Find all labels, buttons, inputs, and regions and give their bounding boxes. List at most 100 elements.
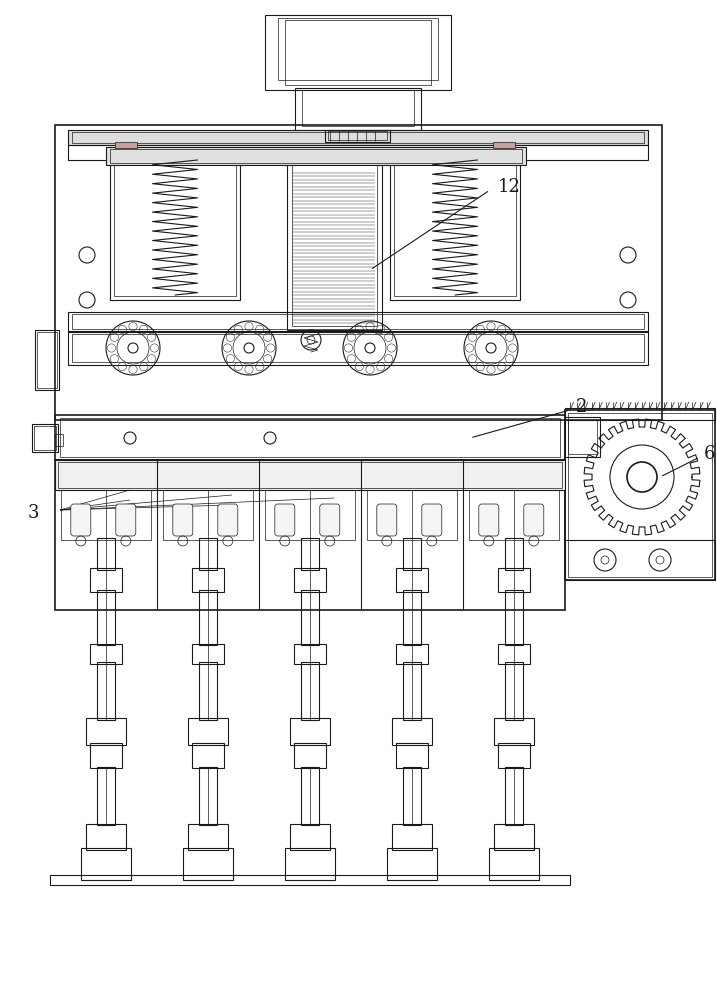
Bar [505,767,523,825]
Bar [68,312,648,332]
Bar [392,824,432,850]
Bar [81,848,131,880]
Bar [114,162,236,296]
FancyBboxPatch shape [320,504,340,536]
Bar [110,160,240,300]
Bar [265,15,451,90]
Bar [494,718,534,745]
Bar [403,767,421,825]
Bar [60,418,560,457]
FancyBboxPatch shape [218,504,238,536]
Bar [396,568,428,592]
Bar [565,410,715,580]
Bar [505,538,523,570]
Bar [505,662,523,720]
Bar [68,145,648,160]
Text: 2: 2 [576,398,587,416]
Bar [498,568,530,592]
Bar [192,644,224,664]
Bar [328,131,387,140]
Bar [188,824,228,850]
Bar [292,163,377,326]
Bar [55,125,662,420]
Bar [90,568,122,592]
Bar [290,824,330,850]
Bar [403,662,421,720]
Bar [325,130,390,142]
Bar [199,590,217,645]
Bar [55,415,565,460]
Bar [97,538,115,570]
FancyBboxPatch shape [422,504,442,536]
Bar [565,540,715,580]
Bar [565,417,600,457]
Bar [32,424,58,452]
FancyBboxPatch shape [275,504,295,536]
Bar [565,408,715,420]
Bar [72,132,644,143]
Bar [294,644,326,664]
Bar [106,147,526,165]
Text: 3: 3 [28,504,39,522]
Bar [396,743,428,768]
Bar [90,743,122,768]
Bar [494,824,534,850]
Bar [72,314,644,329]
Bar [90,644,122,664]
Text: 12: 12 [498,178,521,196]
FancyBboxPatch shape [71,504,91,536]
Bar [188,718,228,745]
Bar [97,590,115,645]
Bar [278,18,438,80]
Bar [34,426,56,450]
Bar [392,718,432,745]
Bar [199,662,217,720]
Bar [295,88,421,130]
Bar [287,160,382,330]
Bar [35,330,59,390]
Bar [50,875,570,885]
Bar [55,434,63,446]
Bar [568,413,712,577]
Bar [192,743,224,768]
FancyBboxPatch shape [173,504,193,536]
Bar [302,90,414,126]
Bar [285,848,335,880]
Bar [387,848,437,880]
Bar [199,538,217,570]
Bar [493,142,515,148]
Bar [290,718,330,745]
Bar [469,490,559,540]
Bar [403,538,421,570]
Bar [55,460,565,610]
Bar [199,767,217,825]
Bar [367,490,457,540]
Bar [115,142,137,148]
Bar [86,718,126,745]
Bar [301,662,319,720]
Bar [403,590,421,645]
Bar [61,490,151,540]
Bar [285,20,431,85]
Bar [568,420,597,454]
Bar [97,662,115,720]
Bar [86,824,126,850]
Bar [505,590,523,645]
Bar [68,130,648,145]
Bar [498,644,530,664]
Bar [301,538,319,570]
Bar [68,331,648,365]
Bar [37,332,57,388]
Bar [390,160,520,300]
Bar [489,848,539,880]
Text: 6: 6 [704,445,716,463]
FancyBboxPatch shape [116,504,136,536]
Bar [58,462,562,488]
Bar [265,490,355,540]
Bar [183,848,233,880]
Bar [72,334,644,362]
FancyBboxPatch shape [377,504,397,536]
FancyBboxPatch shape [479,504,499,536]
Bar [498,743,530,768]
Bar [394,162,516,296]
